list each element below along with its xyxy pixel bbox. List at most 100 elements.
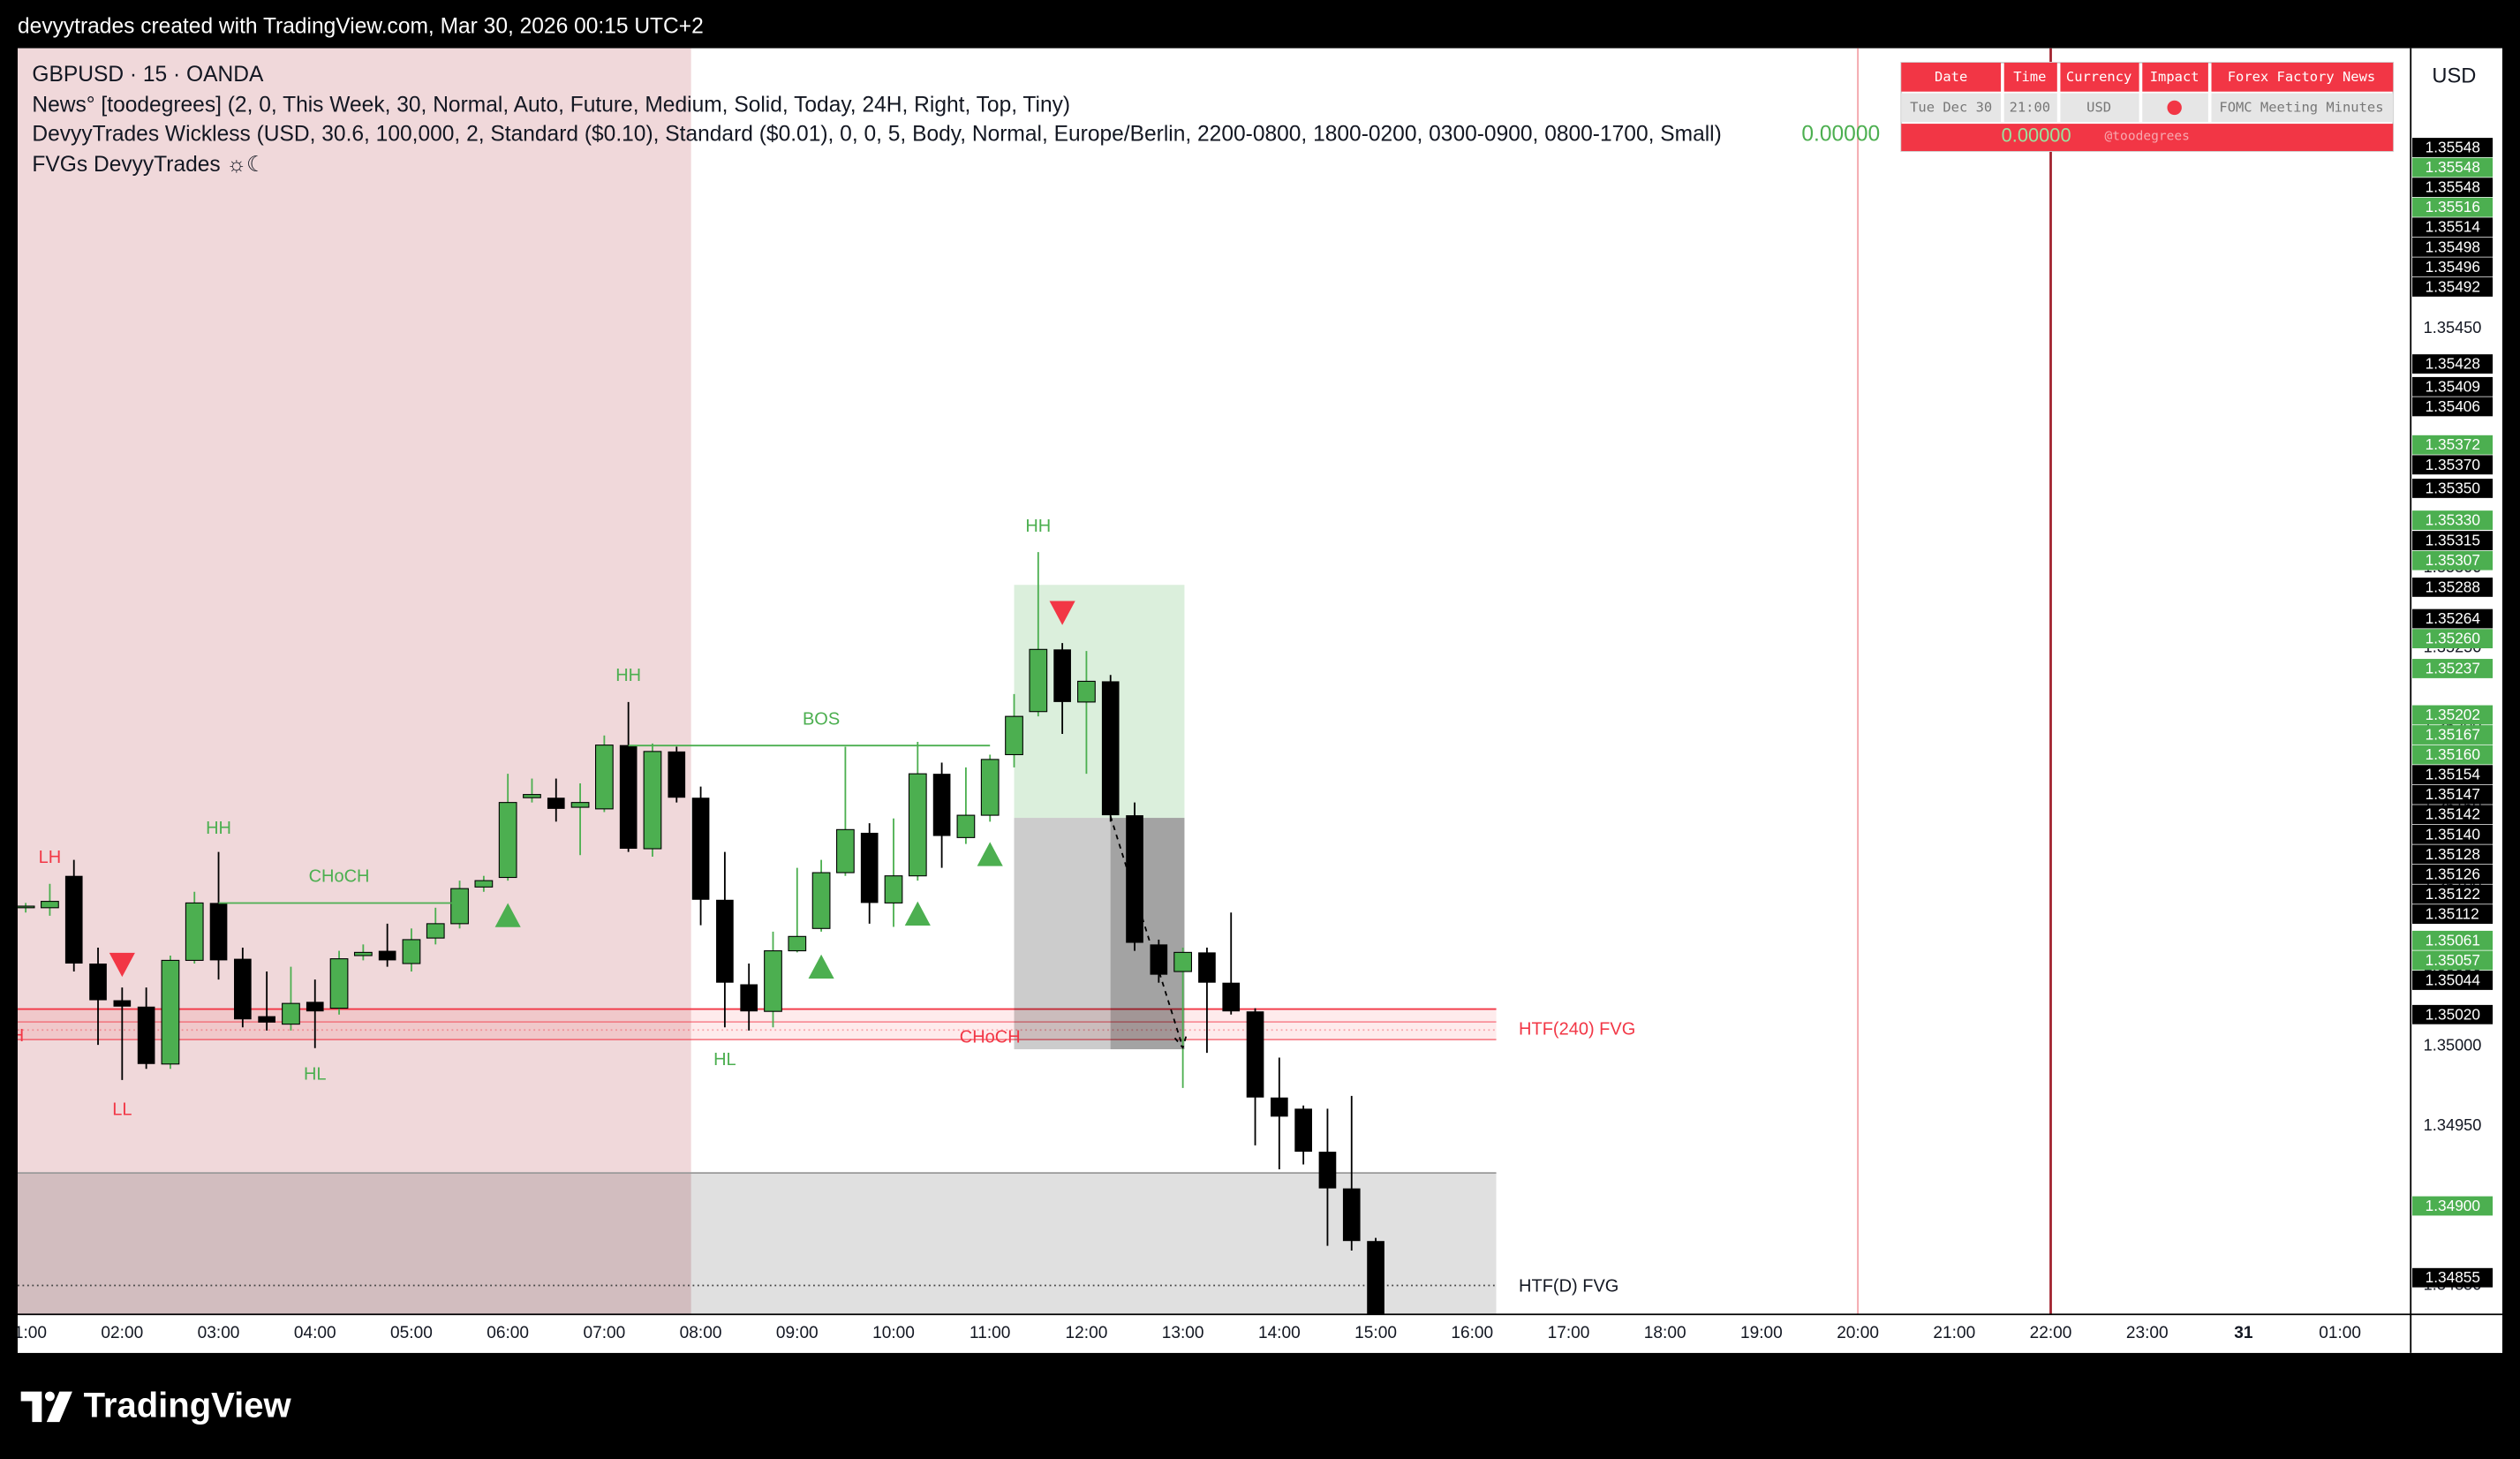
news-time: 21:00: [2010, 99, 2051, 115]
x-tick-label: 21:00: [1933, 1324, 1975, 1342]
price-label: [2412, 531, 2494, 550]
news-table: Date Time Currency Impact Forex Factory …: [1900, 62, 2395, 152]
brand-name: TradingView: [84, 1386, 292, 1425]
annotation: CHoCH: [309, 867, 370, 887]
candle-body: [353, 951, 373, 956]
candle-body: [956, 814, 976, 838]
cell: [2211, 93, 2394, 123]
annotation: HL: [304, 1064, 327, 1084]
price-label-text: 1.35288: [2426, 578, 2480, 595]
header-cell: [2003, 62, 2057, 92]
price-label-text: 1.35112: [2426, 905, 2479, 923]
candle-body: [716, 899, 734, 983]
header-cell: [2211, 62, 2394, 92]
candle-body: [1222, 982, 1241, 1012]
price-label-text: 1.35264: [2426, 609, 2481, 627]
candle-body: [860, 832, 879, 903]
annotation: HTF(D) FVG: [1519, 1277, 1618, 1296]
x-tick-label: 18:00: [1644, 1324, 1686, 1342]
annotation: HH: [615, 666, 641, 685]
stop-box: [1014, 818, 1185, 1050]
annotation: LH: [39, 848, 62, 867]
price-label-text: 1.35160: [2426, 745, 2480, 763]
candle-body: [788, 935, 807, 952]
sell-signal: [109, 952, 135, 978]
price-label: [2412, 865, 2494, 884]
price-label-text: 1.35330: [2426, 511, 2480, 529]
impact-dot: [2167, 100, 2182, 116]
news-currency: USD: [2086, 99, 2111, 115]
x-tick-label: 12:00: [1066, 1324, 1108, 1342]
x-tick-label: 06:00: [487, 1324, 529, 1342]
sell-signal: [1049, 601, 1075, 625]
indicator-legend: FVGs DevyyTrades ☼☾: [32, 153, 266, 177]
annotation: CHoCH: [960, 1028, 1021, 1047]
x-tick-label: 04:00: [294, 1324, 336, 1342]
candle-body: [1005, 715, 1023, 756]
candle-body: [426, 923, 445, 939]
indicator-value: 0.00000: [1801, 122, 1880, 146]
credit: @toodegrees: [2105, 129, 2190, 144]
price-label-text: 1.35057: [2426, 951, 2480, 969]
x-tick-label: 05:00: [390, 1324, 433, 1342]
candle-body: [570, 802, 590, 808]
candle-body: [113, 1000, 132, 1007]
candle-body: [740, 984, 758, 1012]
price-label: [2412, 1267, 2494, 1288]
chart-title: GBPUSD · 15 · OANDA: [32, 63, 264, 87]
x-tick-label: 01:00: [4, 1324, 47, 1342]
annotation: HH: [1025, 517, 1051, 536]
y-tick-label: 1.35450: [2424, 319, 2482, 336]
price-label: [2412, 725, 2494, 745]
column-header: Impact: [2150, 69, 2199, 85]
table-value: 0.00000: [2002, 124, 2071, 146]
candle-body: [474, 880, 494, 888]
price-label: [2412, 884, 2494, 904]
column-header: Forex Factory News: [2228, 69, 2376, 85]
price-label: [2412, 824, 2494, 844]
candle-body: [668, 751, 686, 798]
price-label: [2412, 237, 2494, 257]
news-date: Tue Dec 30: [1910, 99, 1992, 115]
x-tick-label: 20:00: [1837, 1324, 1879, 1342]
cell: [1901, 93, 2002, 123]
price-label-text: 1.35237: [2426, 659, 2480, 677]
time-axis: 01:00 02:00 03:00 04:00 05:00 06:00 07:00 08:00…: [4, 1324, 2361, 1342]
x-tick-label: 09:00: [776, 1324, 819, 1342]
x-tick-label: 11:00: [970, 1324, 1010, 1342]
candle-body: [547, 798, 565, 809]
candle-body: [1271, 1097, 1288, 1117]
candle-body: [932, 774, 951, 836]
price-label: [2412, 550, 2494, 571]
price-label-text: 1.35498: [2426, 238, 2480, 255]
x-tick-label: 02:00: [101, 1324, 143, 1342]
price-label: [2412, 1196, 2494, 1216]
x-tick-label: 10:00: [872, 1324, 915, 1342]
candle-body: [1367, 1241, 1384, 1315]
price-label: [2412, 376, 2494, 397]
buy-signal: [977, 842, 1003, 866]
price-label-text: 1.35548: [2426, 158, 2480, 176]
x-tick-label: 16:00: [1451, 1324, 1493, 1342]
price-label: [2412, 479, 2494, 498]
price-label: [2412, 577, 2494, 597]
price-label: [2412, 257, 2494, 277]
price-label-text: 1.35372: [2426, 435, 2480, 453]
price-label-text: 1.35548: [2426, 178, 2480, 196]
price-label: [2412, 930, 2494, 950]
price-label-text: 1.35020: [2426, 1005, 2480, 1023]
price-label: [2412, 950, 2494, 971]
price-label-text: 1.35061: [2426, 931, 2480, 949]
annotation: LL: [112, 1100, 132, 1119]
price-label-text: 1.35409: [2426, 377, 2480, 395]
candle-body: [450, 888, 469, 925]
price-label: [2412, 178, 2494, 198]
candle-body: [764, 950, 782, 1012]
candle-body: [643, 751, 662, 850]
x-tick-label: 03:00: [198, 1324, 240, 1342]
price-label: [2412, 354, 2494, 374]
annotation: HTF(240) FVG: [1519, 1020, 1635, 1039]
logo-part: [46, 1391, 72, 1423]
price-label-text: 1.35428: [2426, 355, 2480, 373]
